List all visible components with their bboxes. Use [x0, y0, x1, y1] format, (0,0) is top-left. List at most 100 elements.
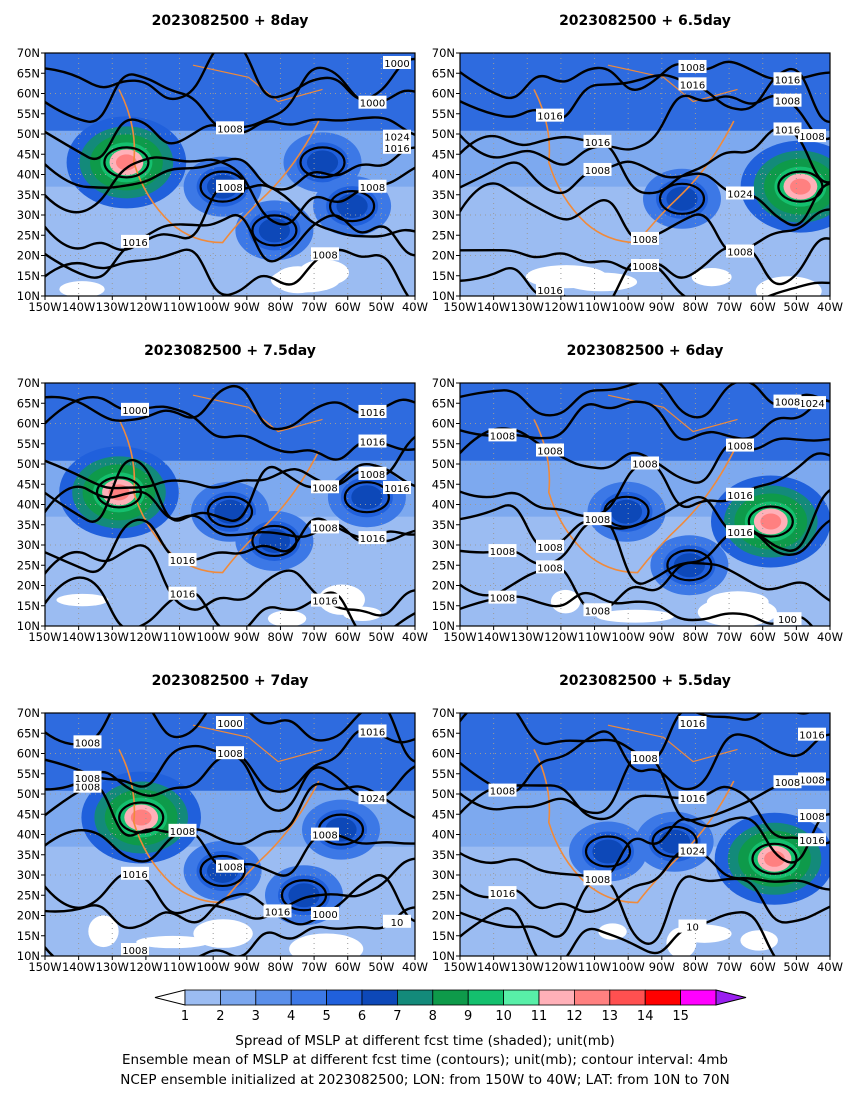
- colorbar: 1 2 3 4 5 6 7 8 9 10 11 12 13 14 15: [154, 989, 747, 1024]
- contour-label: 1008: [488, 783, 517, 798]
- contour-label: 1008: [798, 129, 826, 143]
- colorbar-label: 4: [287, 1009, 295, 1024]
- map-panel-2: 2023082500 + 6.5day101610161008101610241…: [432, 13, 843, 314]
- coastline: [533, 89, 735, 244]
- lat-tick-label: 65N: [17, 726, 40, 740]
- spread-blob: [592, 839, 624, 864]
- lon-tick-label: 60W: [750, 960, 776, 974]
- lat-tick-label: 30N: [432, 208, 455, 222]
- svg-text:1016: 1016: [384, 144, 409, 155]
- low-spread-patch: [691, 267, 732, 287]
- contour-label: 1008: [631, 751, 659, 765]
- svg-text:1008: 1008: [775, 778, 800, 789]
- lon-tick-label: 120W: [544, 630, 577, 644]
- low-spread-patch: [193, 919, 253, 948]
- contour-label: 1008: [311, 827, 339, 842]
- lat-tick-label: 20N: [17, 909, 40, 923]
- isobar-contour: [45, 576, 415, 626]
- svg-text:1016: 1016: [122, 238, 147, 249]
- contour-label: 1024: [798, 396, 826, 410]
- svg-text:1008: 1008: [585, 875, 610, 886]
- spread-blob: [351, 485, 383, 510]
- lat-tick-label: 55N: [432, 437, 455, 451]
- contour-label: 1000: [216, 716, 244, 730]
- lat-tick-label: 35N: [432, 848, 455, 862]
- svg-text:1008: 1008: [537, 446, 562, 457]
- map-panel-3: 2023082500 + 7.5day100010161024101610081…: [17, 343, 428, 644]
- colorbar-segment: [184, 989, 221, 1006]
- lat-tick-label: 30N: [432, 538, 455, 552]
- svg-text:1008: 1008: [490, 787, 515, 798]
- isobar-contour: [460, 383, 830, 419]
- lon-tick-label: 130W: [511, 960, 544, 974]
- lon-tick-label: 100W: [612, 630, 645, 644]
- isobar-closed-contour: [584, 835, 632, 868]
- svg-text:1016: 1016: [490, 889, 515, 900]
- svg-text:1008: 1008: [537, 563, 562, 574]
- panel-title: 2023082500 + 6.5day: [559, 13, 731, 29]
- colorbar-segment: [538, 989, 575, 1006]
- lat-tick-label: 15N: [432, 599, 455, 613]
- isobar-closed-contour: [103, 146, 150, 179]
- colorbar-label: 10: [495, 1009, 512, 1024]
- lon-tick-label: 130W: [511, 300, 544, 314]
- lon-tick-label: 140W: [477, 960, 510, 974]
- svg-text:1008: 1008: [585, 606, 610, 617]
- low-spread-patch: [88, 915, 119, 948]
- isobar-contour: [460, 160, 830, 227]
- map-panel-1: 2023082500 + 8day10161000102410161008100…: [17, 13, 428, 314]
- lon-tick-label: 40W: [402, 630, 428, 644]
- lat-tick-label: 20N: [17, 579, 40, 593]
- contour-label: 1008: [216, 746, 244, 760]
- contour-label: 1016: [536, 283, 564, 296]
- lon-tick-label: 120W: [129, 960, 162, 974]
- lon-tick-label: 60W: [335, 630, 361, 644]
- colorbar-label: 1: [181, 1009, 189, 1024]
- lat-tick-label: 15N: [432, 929, 455, 943]
- map-panel-4: 2023082500 + 6day10161024100810081016100…: [432, 343, 843, 644]
- lat-tick-label: 30N: [17, 208, 40, 222]
- coastline: [118, 749, 320, 904]
- contour-label: 100: [773, 612, 802, 626]
- lon-tick-label: 120W: [129, 300, 162, 314]
- contour-label: 1016: [798, 833, 826, 847]
- lon-tick-label: 50W: [368, 630, 394, 644]
- isobar-closed-contour: [666, 549, 713, 582]
- svg-text:1008: 1008: [360, 470, 385, 481]
- svg-text:1000: 1000: [217, 719, 242, 730]
- isobar-closed-contour: [251, 524, 298, 558]
- lat-tick-label: 55N: [432, 107, 455, 121]
- lon-tick-label: 150W: [443, 630, 476, 644]
- isobar-closed-contour: [651, 825, 698, 858]
- lat-tick-label: 60N: [432, 417, 455, 431]
- isobar-contour: [460, 561, 830, 612]
- caption-line-3: NCEP ensemble initialized at 2023082500;…: [120, 1072, 729, 1088]
- isobar-closed-contour: [118, 801, 165, 834]
- svg-text:1016: 1016: [727, 528, 752, 539]
- svg-text:1016: 1016: [312, 597, 337, 608]
- lon-tick-label: 130W: [96, 960, 129, 974]
- svg-text:1016: 1016: [585, 138, 610, 149]
- colorbar-label: 8: [429, 1009, 437, 1024]
- colorbar-min-arrow: [154, 989, 186, 1006]
- svg-text:1016: 1016: [170, 556, 195, 567]
- contour-label: 1008: [798, 809, 826, 823]
- svg-text:1024: 1024: [360, 794, 385, 805]
- lat-tick-label: 15N: [432, 269, 455, 283]
- isobar-closed-contour: [329, 189, 376, 223]
- lon-tick-label: 150W: [28, 630, 61, 644]
- lat-tick-label: 35N: [432, 188, 455, 202]
- contour-label: 1016: [358, 404, 387, 419]
- svg-text:1016: 1016: [680, 794, 705, 805]
- contour-label: 1008: [583, 162, 612, 177]
- spread-shading-north: [45, 53, 415, 131]
- lat-tick-label: 10N: [432, 289, 455, 303]
- svg-text:1024: 1024: [727, 190, 752, 201]
- low-spread-patch: [666, 927, 697, 956]
- lat-tick-label: 25N: [17, 888, 40, 902]
- panel-title: 2023082500 + 8day: [152, 13, 309, 29]
- svg-text:1008: 1008: [537, 543, 562, 554]
- lon-tick-label: 70W: [301, 300, 327, 314]
- lon-tick-label: 120W: [544, 960, 577, 974]
